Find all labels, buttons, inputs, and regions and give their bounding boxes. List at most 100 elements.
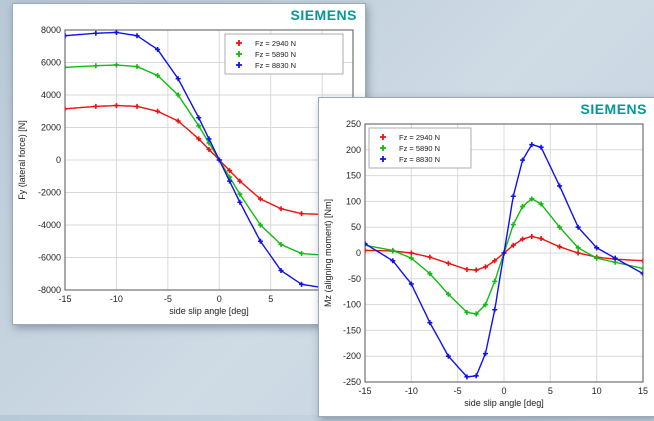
- data-point: [529, 233, 535, 239]
- data-point: [445, 291, 451, 297]
- legend-marker: [236, 51, 242, 57]
- data-point: [390, 258, 396, 264]
- data-point: [227, 178, 233, 184]
- x-tick-label: 5: [548, 386, 553, 396]
- y-tick-label: -2000: [38, 188, 61, 198]
- x-tick-label: 15: [638, 386, 648, 396]
- data-point: [464, 267, 470, 273]
- data-point: [427, 271, 433, 277]
- plot-frame: [364, 123, 644, 383]
- data-point: [510, 222, 516, 228]
- data-point: [237, 191, 243, 197]
- data-point: [473, 373, 479, 379]
- data-point: [640, 258, 643, 264]
- data-point: [196, 123, 202, 129]
- data-point: [175, 76, 181, 82]
- data-point: [640, 265, 643, 271]
- data-point: [93, 30, 99, 36]
- data-point: [445, 353, 451, 359]
- legend-marker: [380, 134, 386, 140]
- y-axis-label: Mz (aligning moment) [Nm]: [323, 199, 333, 307]
- data-point: [408, 255, 414, 261]
- x-tick-label: 5: [268, 294, 273, 304]
- data-point: [594, 255, 600, 261]
- y-tick-label: 4000: [41, 90, 61, 100]
- data-point: [510, 193, 516, 199]
- y-tick-label: -4000: [38, 220, 61, 230]
- data-point: [134, 64, 140, 70]
- data-point: [93, 103, 99, 109]
- data-point: [65, 106, 68, 112]
- y-tick-label: 50: [351, 222, 361, 232]
- data-point: [538, 201, 544, 207]
- data-point: [492, 278, 498, 284]
- data-point: [557, 244, 563, 250]
- data-point: [134, 103, 140, 109]
- data-point: [175, 92, 181, 98]
- y-tick-label: 0: [356, 248, 361, 258]
- y-tick-label: 150: [346, 171, 361, 181]
- x-axis-label: side slip angle [deg]: [464, 398, 544, 408]
- y-tick-label: -50: [348, 274, 361, 284]
- legend-label: Fz = 2940 N: [255, 39, 296, 48]
- data-point: [557, 224, 563, 230]
- data-point: [365, 247, 368, 253]
- data-point: [113, 103, 119, 109]
- x-tick-label: -5: [454, 386, 462, 396]
- data-point: [473, 267, 479, 273]
- x-tick-label: 0: [217, 294, 222, 304]
- data-point: [640, 271, 643, 277]
- lateral-force-chart: -15-10-50510-8000-6000-4000-200002000400…: [17, 25, 354, 316]
- legend-marker: [236, 62, 242, 68]
- legend-label: Fz = 5890 N: [255, 50, 296, 59]
- data-point: [594, 245, 600, 251]
- data-point: [206, 146, 212, 152]
- y-axis-label: Fy (lateral force) [N]: [17, 120, 27, 200]
- legend-label: Fz = 8830 N: [255, 61, 296, 70]
- data-point: [65, 33, 68, 39]
- legend-label: Fz = 2940 N: [399, 133, 440, 142]
- data-point: [464, 309, 470, 315]
- x-tick-label: -15: [58, 294, 71, 304]
- y-tick-label: 100: [346, 196, 361, 206]
- y-tick-label: 250: [346, 119, 361, 129]
- data-point: [557, 183, 563, 189]
- data-point: [464, 374, 470, 380]
- data-point: [155, 73, 161, 78]
- data-point: [520, 236, 526, 242]
- data-point: [278, 268, 284, 273]
- y-tick-label: 200: [346, 145, 361, 155]
- series-3: [365, 142, 643, 380]
- data-point: [473, 311, 479, 317]
- legend-label: Fz = 8830 N: [399, 155, 440, 164]
- y-tick-label: -100: [343, 300, 361, 310]
- data-point: [257, 196, 263, 202]
- x-tick-label: -10: [110, 294, 123, 304]
- data-point: [278, 242, 284, 247]
- x-tick-label: 0: [501, 386, 506, 396]
- data-point: [575, 224, 581, 230]
- data-point: [482, 302, 488, 308]
- legend-marker: [236, 40, 242, 46]
- data-point: [93, 63, 99, 69]
- data-point: [299, 250, 305, 256]
- aligning-moment-chart: -15 -10 -5 0 5 10 15-250-200-150-100-500501001…: [323, 119, 648, 408]
- data-point: [529, 142, 535, 148]
- data-point: [134, 33, 140, 39]
- data-point: [175, 118, 181, 124]
- data-point: [482, 264, 488, 270]
- data-point: [113, 62, 119, 68]
- x-tick-label: -15: [358, 386, 371, 396]
- data-point: [237, 178, 243, 184]
- data-point: [538, 236, 544, 242]
- data-point: [482, 351, 488, 357]
- data-point: [445, 260, 451, 266]
- aligning-moment-chart-panel: SIEMENS -15 -10 -5 0 5 10 15 -250 -200 -150 -100 -5…: [318, 97, 654, 417]
- legend-label: Fz = 5890 N: [399, 144, 440, 153]
- data-point: [113, 30, 119, 35]
- siemens-logo: SIEMENS: [290, 7, 357, 23]
- legend: Fz = 2940 N Fz = 5890 N Fz = 8830 N: [368, 127, 472, 169]
- data-point: [155, 47, 161, 52]
- data-point: [257, 222, 263, 228]
- x-tick-label: 10: [592, 386, 602, 396]
